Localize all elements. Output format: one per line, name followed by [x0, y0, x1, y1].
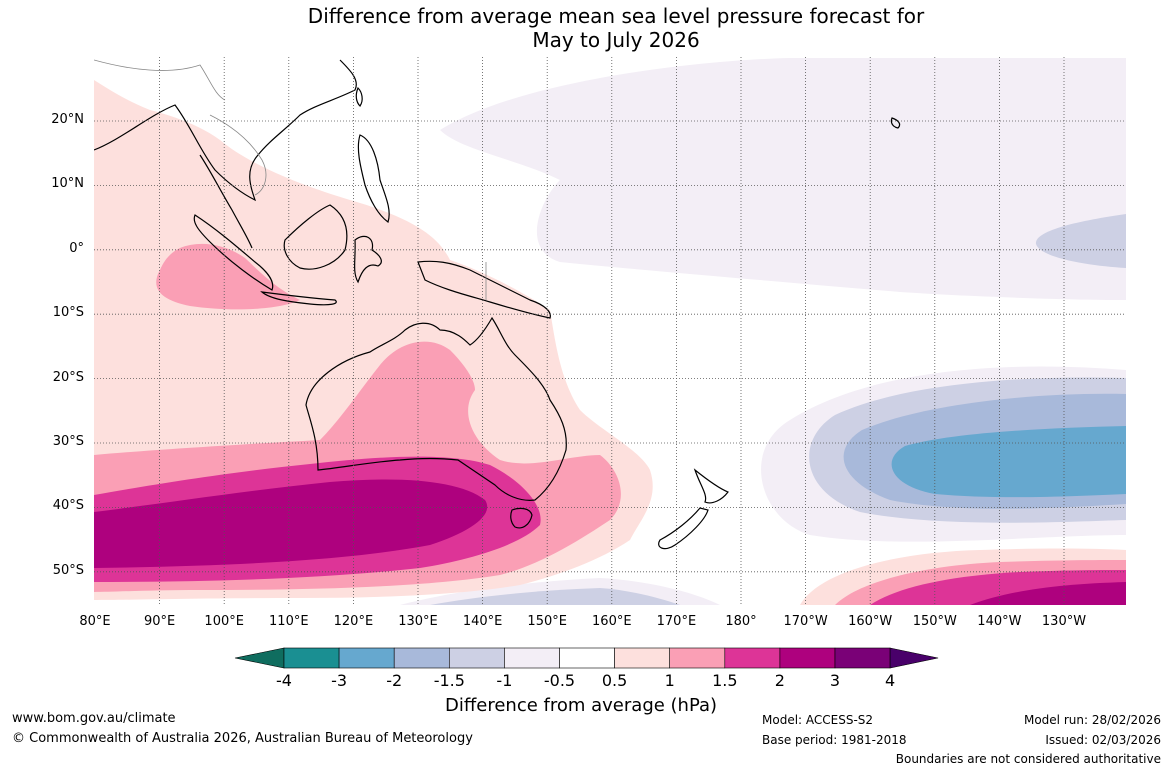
colorbar-tick: -1.5 — [433, 671, 465, 690]
contour-plus2-south — [94, 479, 488, 568]
australia-coastline — [305, 316, 567, 501]
hawaii-coastline — [890, 117, 901, 129]
colorbar-segment — [614, 647, 670, 669]
issued-date: Issued: 02/03/2026 — [1045, 733, 1161, 747]
lon-label: 130°W — [1041, 614, 1087, 629]
lon-label: 150°W — [912, 614, 957, 629]
country-borders — [94, 59, 487, 300]
lat-label: 30°S — [52, 434, 84, 449]
contour-minus2-south — [891, 426, 1126, 498]
colorbar-arrow-high — [889, 647, 939, 669]
title-line-2: May to July 2026 — [532, 28, 700, 52]
lon-label: 120°E — [333, 614, 374, 629]
lon-label: 160°W — [848, 614, 893, 629]
lon-label: 100°E — [204, 614, 244, 629]
colorbar-segment — [504, 647, 560, 669]
colorbar-tick: 1 — [664, 671, 675, 690]
colorbar-tick: 4 — [885, 671, 896, 690]
colorbar-segment — [724, 647, 781, 669]
boundaries-disclaimer: Boundaries are not considered authoritat… — [895, 752, 1161, 766]
colorbar-tick: -3 — [331, 671, 348, 690]
tasmania-coastline — [510, 507, 533, 529]
coastlines — [94, 59, 901, 550]
colorbar-segment — [393, 647, 450, 669]
map-title: Difference from average mean sea level p… — [0, 4, 1173, 52]
map-area — [94, 57, 1126, 605]
lon-label: 80°E — [79, 614, 111, 629]
malay-peninsula — [199, 154, 253, 249]
lon-label: 170°E — [656, 614, 697, 629]
colorbar-title: Difference from average (hPa) — [445, 695, 718, 716]
colorbar-tick: -1 — [496, 671, 513, 690]
copyright-text: © Commonwealth of Australia 2026, Austra… — [12, 731, 473, 746]
contour-minus1-far-south — [430, 588, 680, 605]
colorbar-tick: 1.5 — [712, 671, 738, 690]
lat-label: 0° — [69, 240, 84, 256]
lat-label: 50°S — [52, 562, 84, 578]
java-coastline — [260, 291, 337, 306]
sumatra-coastline — [193, 214, 274, 291]
lon-label: 140°E — [462, 614, 503, 629]
lon-label: 110°E — [269, 614, 309, 629]
borneo-coastline — [283, 204, 348, 270]
colorbar-segment — [283, 647, 340, 669]
sulawesi-coastline — [354, 235, 382, 284]
colorbar-tick: 0.5 — [601, 671, 628, 690]
lon-label: 160°E — [592, 614, 632, 629]
lat-label: 10°S — [52, 305, 84, 321]
colorbar — [234, 647, 939, 669]
contour-plus2-southeast — [970, 582, 1126, 605]
colorbar-tick: 2 — [774, 671, 785, 690]
lon-label: 90°E — [143, 614, 176, 629]
lat-label: 10°N — [51, 176, 84, 192]
lat-label: 20°N — [51, 112, 84, 127]
lon-label: 170°W — [783, 614, 828, 629]
gridlines — [94, 57, 1126, 605]
lat-label: 40°S — [52, 498, 84, 514]
colorbar-tick: -0.5 — [543, 671, 576, 690]
title-line-1: Difference from average mean sea level p… — [307, 4, 925, 28]
colorbar-segment — [669, 647, 726, 669]
colorbar-segment — [834, 647, 891, 669]
model-name: Model: ACCESS-S2 — [762, 713, 874, 727]
lon-label: 130°E — [398, 614, 438, 629]
lon-label: 150°E — [527, 614, 567, 629]
base-period: Base period: 1981-2018 — [762, 733, 907, 747]
website-link[interactable]: www.bom.gov.au/climate — [12, 711, 176, 726]
colorbar-tick: -4 — [276, 671, 292, 690]
colorbar-segment — [559, 647, 615, 669]
lat-label: 20°S — [52, 369, 84, 385]
model-run-date: Model run: 28/02/2026 — [1023, 713, 1161, 727]
asia-mainland-coastline — [94, 59, 357, 202]
lon-label: 180° — [725, 614, 757, 629]
colorbar-segment — [338, 647, 395, 669]
colorbar-tick: -2 — [386, 671, 403, 690]
colorbar-tick: 3 — [829, 671, 841, 690]
contour-minus05-north — [440, 58, 1126, 300]
new-zealand-north — [693, 468, 729, 504]
colorbar-segment — [448, 647, 505, 669]
new-zealand-south — [658, 507, 709, 550]
taiwan-coastline — [355, 86, 363, 107]
colorbar-arrow-low — [234, 647, 285, 669]
philippines-coastline — [357, 134, 390, 223]
contour-minus1-equator — [1035, 214, 1126, 268]
lon-label: 140°W — [977, 614, 1022, 629]
colorbar-segment — [779, 647, 836, 669]
